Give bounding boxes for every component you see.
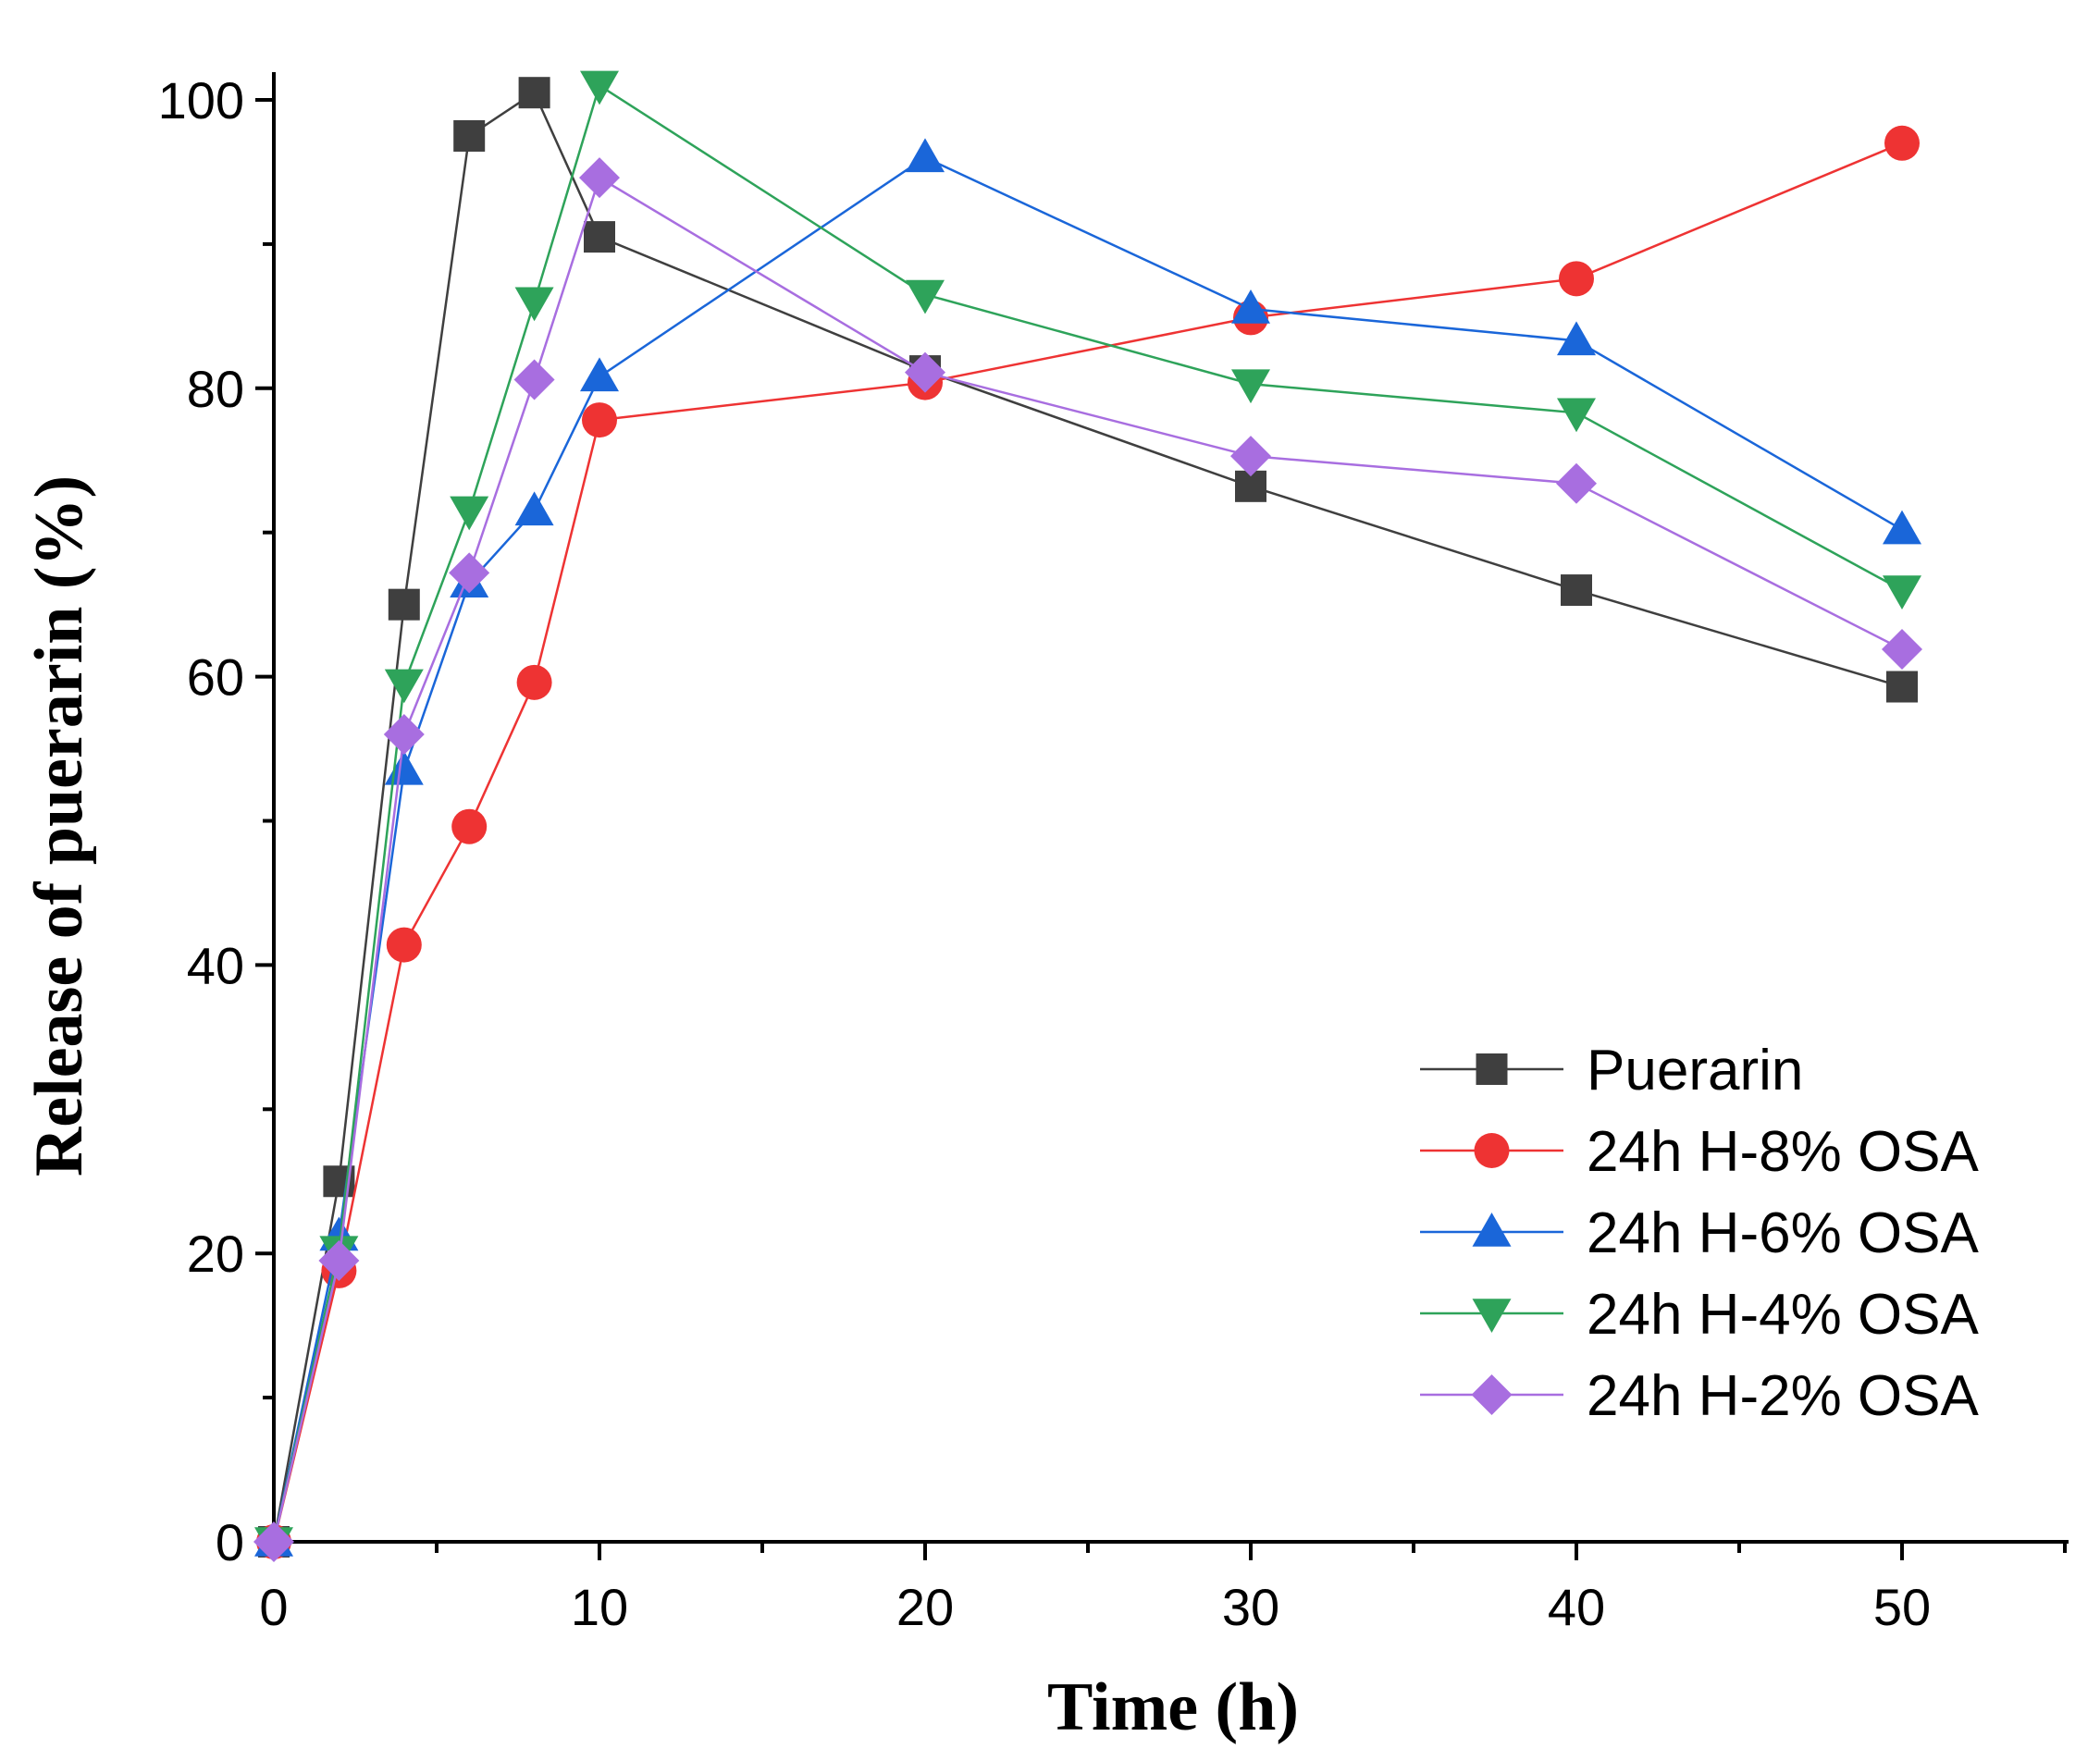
y-tick-label: 20 [187, 1225, 244, 1283]
data-point [1557, 321, 1596, 356]
data-point [384, 669, 424, 704]
data-point [318, 1239, 360, 1281]
x-tick-label: 30 [1222, 1578, 1279, 1636]
legend-item: 24h H-4% OSA [1420, 1283, 1980, 1347]
data-point [1230, 436, 1271, 477]
data-point [253, 1521, 294, 1562]
axes: 0 20 40 60 80 100 0 10 20 30 40 50 [158, 71, 2069, 1636]
series-line [272, 91, 1903, 1543]
data-point [513, 359, 555, 400]
data-point [388, 588, 420, 621]
legend-marker [1476, 1053, 1508, 1085]
x-tick-label: 20 [896, 1578, 954, 1636]
y-axis-title: Release of puerarin (%) [21, 475, 97, 1176]
data-point [1559, 261, 1594, 297]
data-point [386, 927, 422, 963]
data-point [584, 221, 615, 253]
legend-item: 24h H-2% OSA [1420, 1364, 1980, 1428]
y-tick-label: 100 [158, 71, 244, 129]
data-point [580, 70, 619, 105]
y-tick-label: 40 [187, 936, 244, 994]
data-point [514, 491, 554, 526]
data-point [383, 713, 425, 755]
y-tick-label: 80 [187, 360, 244, 418]
data-point [450, 496, 489, 531]
legend: Puerarin 24h H-8% OSA 24h H-6% OSA 24h H-4%… [1420, 1039, 1980, 1428]
x-tick-label: 40 [1548, 1578, 1605, 1636]
legend-item: Puerarin [1420, 1039, 1803, 1102]
data-point [514, 287, 554, 322]
data-point [905, 351, 945, 393]
legend-item: 24h H-8% OSA [1420, 1120, 1980, 1184]
data-point [1561, 574, 1592, 607]
data-point [1231, 289, 1270, 324]
data-point [1556, 462, 1597, 504]
legend-label: 24h H-6% OSA [1587, 1201, 1980, 1265]
data-point [1231, 369, 1270, 404]
data-point [580, 357, 619, 392]
data-point [1557, 398, 1596, 433]
data-point [384, 750, 424, 785]
legend-label: 24h H-2% OSA [1587, 1364, 1980, 1428]
legend-marker [1472, 1213, 1512, 1247]
data-point [579, 157, 620, 199]
data-point [518, 77, 550, 109]
data-point [453, 119, 486, 152]
legend-label: 24h H-4% OSA [1587, 1283, 1980, 1347]
legend-item: 24h H-6% OSA [1420, 1201, 1980, 1265]
data-point [516, 664, 552, 700]
data-point [1883, 510, 1921, 545]
legend-marker [1472, 1299, 1512, 1333]
x-tick-label: 50 [1873, 1578, 1931, 1636]
data-point [906, 279, 945, 314]
data-point [1884, 125, 1920, 161]
x-axis-title: Time (h) [1047, 1669, 1299, 1745]
data-point [449, 552, 490, 594]
x-tick-label: 10 [571, 1578, 628, 1636]
legend-marker [1474, 1133, 1510, 1168]
legend-marker [1471, 1374, 1513, 1415]
y-tick-label: 60 [187, 648, 244, 707]
data-point [906, 138, 945, 173]
data-point [1882, 628, 1922, 670]
series-line [272, 83, 1903, 1543]
series-line [272, 176, 1903, 1543]
y-tick-label: 0 [216, 1513, 244, 1571]
legend-label: 24h H-8% OSA [1587, 1120, 1980, 1184]
legend-label: Puerarin [1587, 1039, 1803, 1102]
data-point [451, 808, 488, 844]
data-point [1886, 671, 1918, 703]
series-layer [253, 70, 1922, 1562]
series-4 [253, 157, 1922, 1562]
data-point [1883, 575, 1921, 610]
data-point [582, 402, 617, 438]
series-line [272, 142, 1903, 1543]
x-tick-label: 0 [259, 1578, 288, 1636]
